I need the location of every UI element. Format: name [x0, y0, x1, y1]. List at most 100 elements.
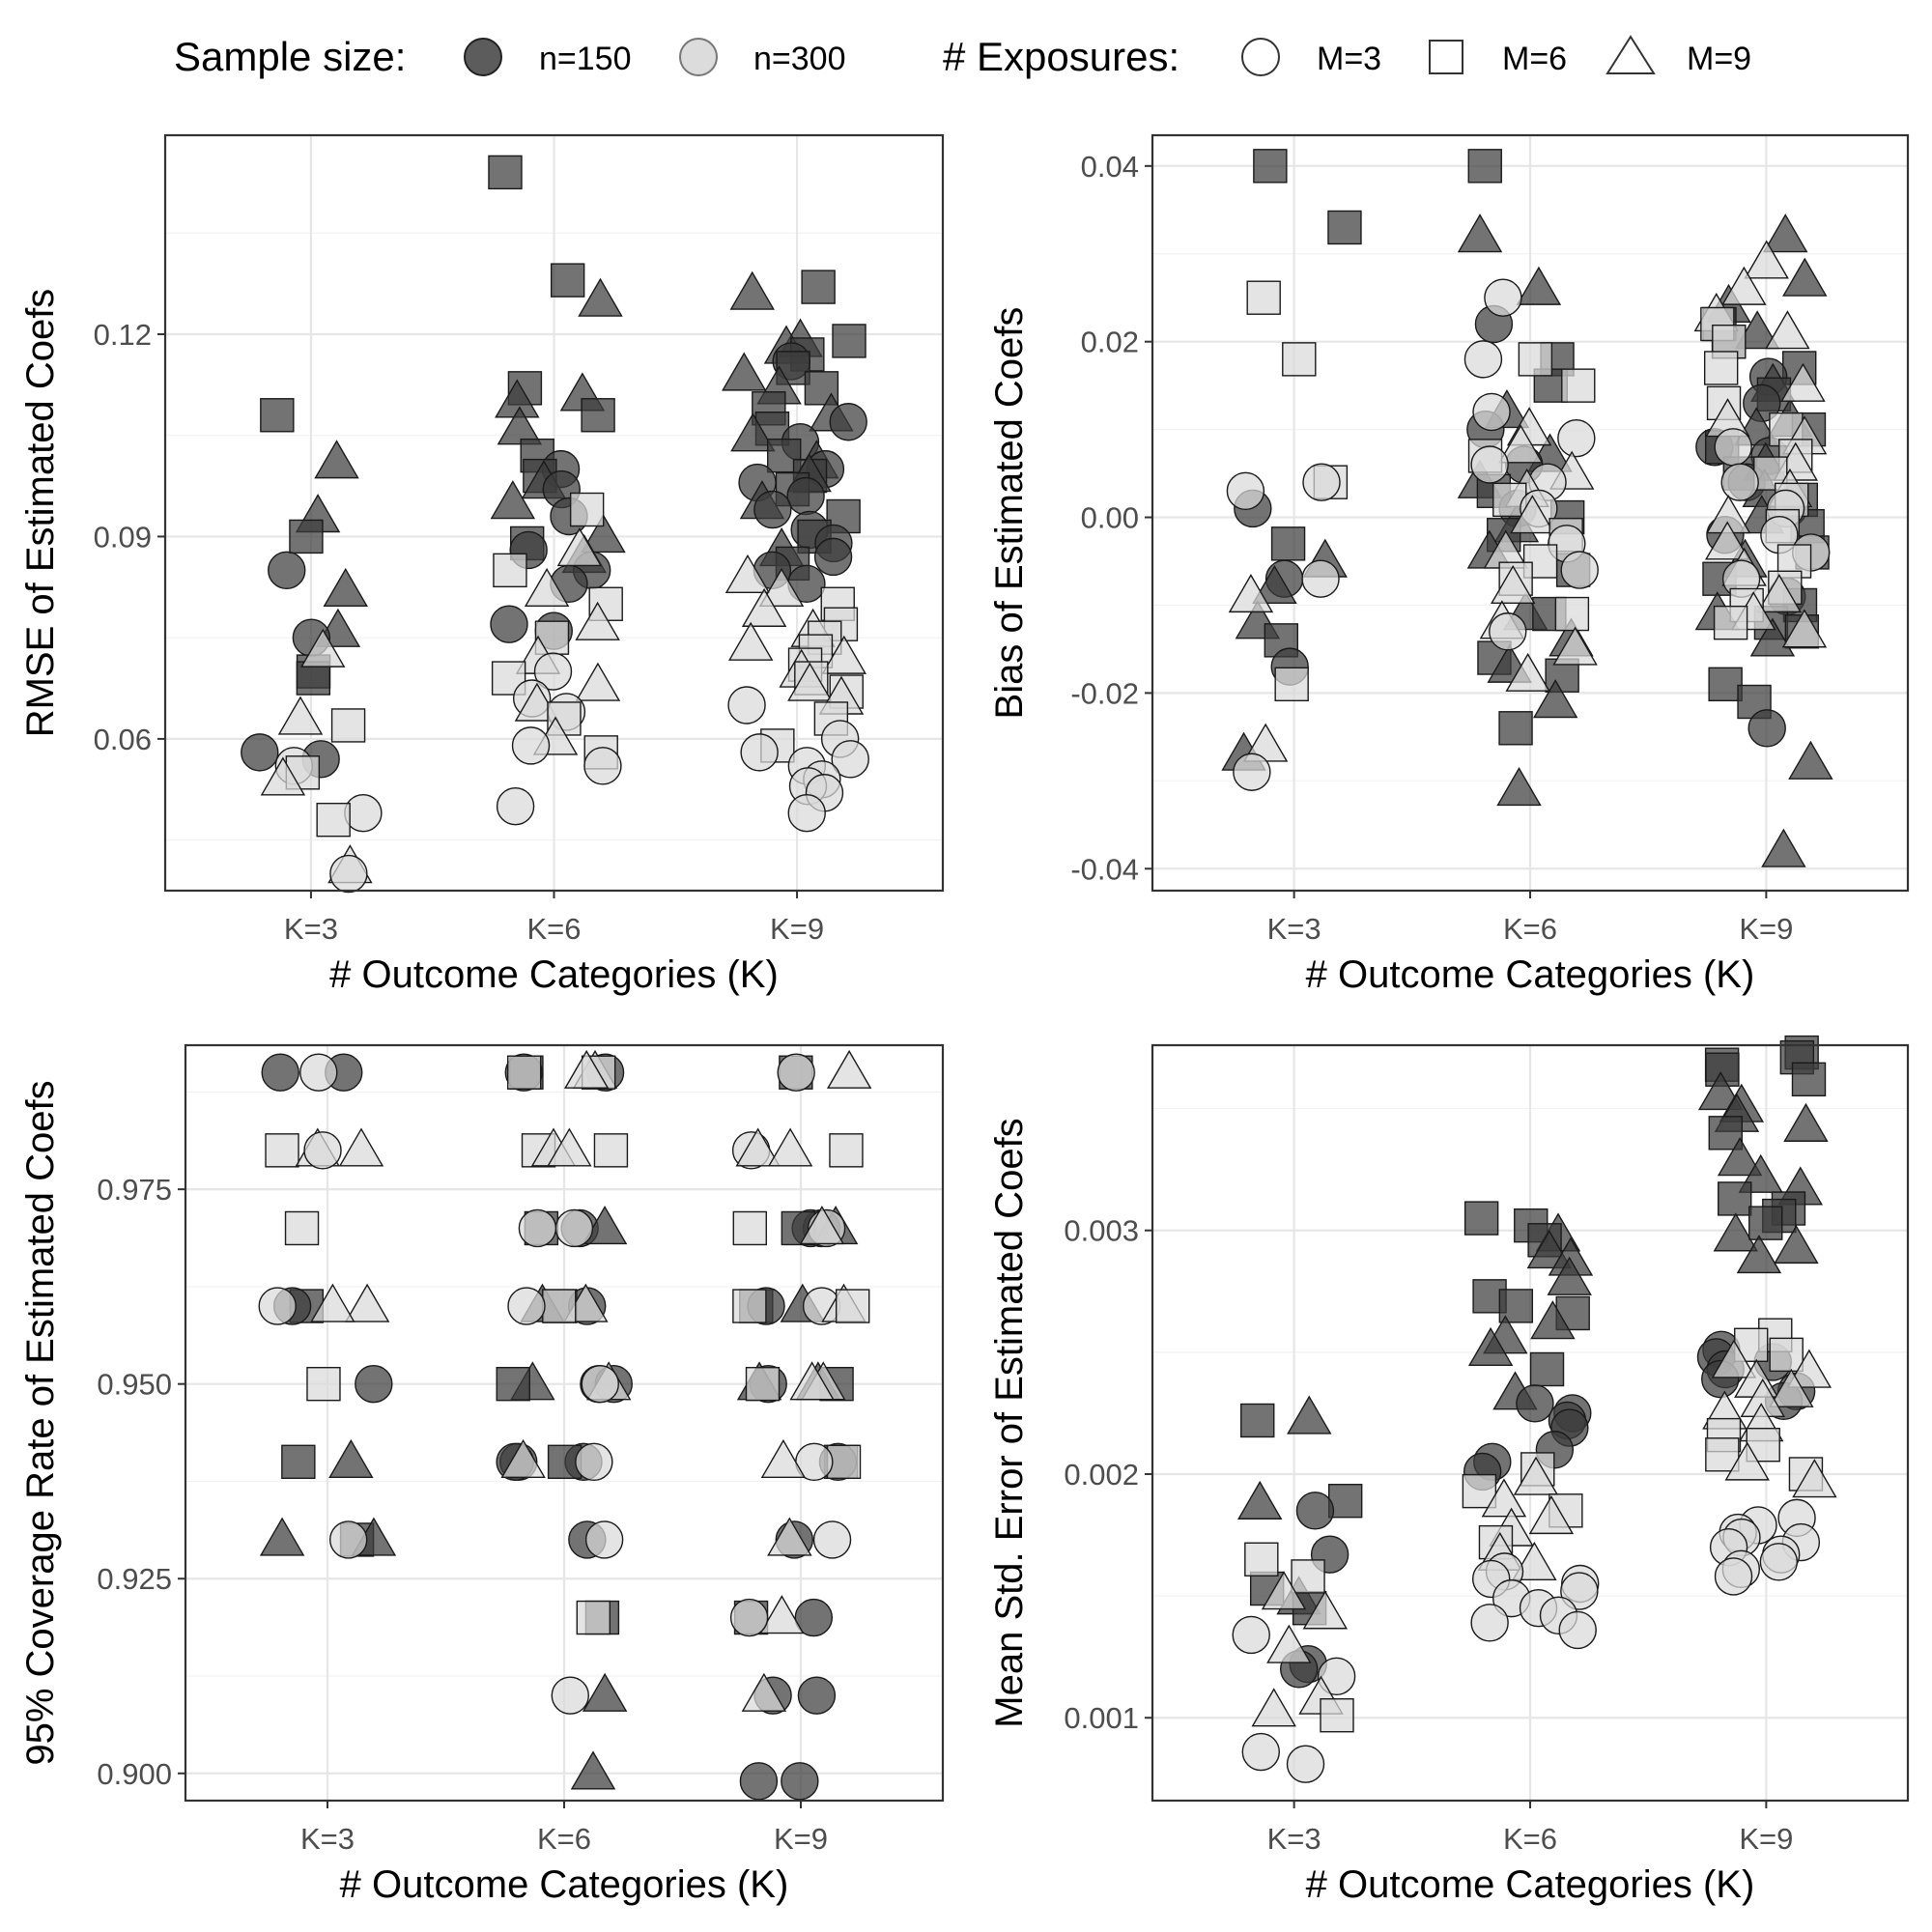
y-tick-label: 0.900 [97, 1757, 172, 1791]
data-point-triangle [1552, 626, 1598, 666]
data-point-triangle [758, 567, 805, 607]
data-point-triangle [338, 1127, 384, 1167]
y-axis-title: Mean Std. Error of Estimated Coefs [988, 1118, 1031, 1727]
data-point-circle [786, 476, 825, 516]
data-point-triangle [1530, 1300, 1576, 1340]
data-point-circle [584, 1520, 624, 1559]
data-point-triangle [1532, 679, 1578, 719]
data-point-triangle [1781, 609, 1828, 648]
data-point-triangle [787, 662, 833, 701]
data-point-circle [1472, 392, 1511, 432]
legend-m3-label: M=3 [1317, 41, 1381, 77]
data-point-triangle [1761, 828, 1806, 867]
data-point-triangle [1774, 1224, 1819, 1264]
panel-coverage: 0.900 0.925 0.950 0.975 K=3 K=6 K=9 # Outcome C… [19, 1043, 945, 1906]
data-point-square [576, 1600, 611, 1635]
data-point-circle [1241, 1732, 1280, 1772]
data-point-square [569, 492, 605, 527]
data-point-circle [299, 1053, 338, 1092]
data-point-circle [1302, 463, 1341, 501]
data-point-triangle [760, 1438, 807, 1479]
data-point-triangle [1505, 652, 1550, 692]
data-point-square [1244, 1542, 1279, 1577]
data-point-circle [781, 1762, 819, 1801]
data-point-circle [1759, 1543, 1799, 1581]
data-point-circle [518, 1208, 557, 1248]
data-point-circle [740, 733, 779, 772]
data-point-circle [1226, 471, 1265, 510]
data-point-triangle [1788, 740, 1833, 780]
data-point-square [260, 398, 295, 433]
data-point-circle [1484, 278, 1522, 317]
data-point-square [1467, 149, 1502, 184]
data-point-circle [739, 1762, 779, 1801]
data-point-square [1708, 667, 1743, 702]
y-tick-label: 0.975 [97, 1173, 172, 1207]
data-point-triangle [1769, 1368, 1814, 1407]
data-point-triangle [729, 270, 775, 310]
data-point-triangle [582, 1206, 628, 1245]
panel-stderr: 0.001 0.002 0.003 K=3 K=6 K=9 # Outcome Catego… [988, 1035, 1910, 1906]
data-point-triangle [1228, 573, 1274, 613]
data-point-triangle [500, 1438, 546, 1479]
data-point-triangle [1782, 257, 1828, 297]
legend-m9-triangle-icon [1605, 35, 1656, 74]
data-point-triangle [1711, 1339, 1757, 1378]
data-point-square [832, 324, 867, 358]
data-point-triangle [1704, 521, 1750, 560]
x-axis-title: # Outcome Categories (K) [1306, 1863, 1755, 1906]
data-point-square [330, 708, 366, 743]
data-point-triangle [581, 514, 626, 554]
data-point-square [306, 1366, 341, 1402]
data-point-square [1270, 526, 1306, 561]
data-point-triangle [1302, 1590, 1349, 1630]
data-point-triangle [1496, 767, 1542, 807]
data-point-triangle [524, 567, 570, 607]
data-point-triangle [799, 1206, 845, 1245]
legend-m9-label: M=9 [1687, 41, 1751, 77]
x-tick-label: K=9 [1739, 1822, 1793, 1856]
data-point-triangle [1498, 424, 1544, 464]
y-tick-label: 0.001 [1064, 1701, 1139, 1735]
data-point-triangle [1792, 1459, 1837, 1498]
x-axis-title: # Outcome Categories (K) [340, 1863, 789, 1906]
data-point-triangle [1236, 1480, 1283, 1520]
data-point-triangle [1736, 1235, 1782, 1274]
data-point-triangle [1516, 266, 1562, 305]
data-point-square [1753, 456, 1788, 491]
data-point-triangle [556, 527, 603, 567]
x-tick-label: K=3 [300, 1822, 355, 1856]
legend-exposure-title: # Exposures: [943, 34, 1179, 79]
data-point-circle [328, 1520, 368, 1559]
data-point-square [1561, 368, 1596, 403]
panel-border [1151, 133, 1910, 893]
x-axis-title: # Outcome Categories (K) [1306, 953, 1755, 996]
x-tick-label: K=9 [1739, 912, 1793, 946]
y-tick-label: -0.04 [1070, 852, 1139, 886]
data-point-circle [727, 686, 766, 724]
data-point-square [1327, 210, 1362, 245]
x-tick-label: K=3 [1267, 912, 1321, 946]
legend-n300-swatch [679, 38, 718, 76]
y-tick-label: 0.06 [94, 723, 152, 756]
panel-border [1151, 1043, 1910, 1803]
legend-m3-circle-icon [1241, 38, 1280, 76]
y-tick-label: 0.02 [1081, 326, 1139, 359]
data-point-square [801, 270, 836, 304]
data-point-triangle [1734, 310, 1780, 350]
data-point-circle [581, 1364, 619, 1404]
data-point-triangle [767, 1517, 812, 1556]
x-tick-label: K=6 [526, 912, 581, 946]
data-point-square [835, 1289, 870, 1323]
data-point-circle [812, 1520, 852, 1559]
legend-sample-title: Sample size: [174, 34, 406, 79]
data-point-triangle [741, 587, 787, 627]
data-point-circle [797, 1676, 837, 1715]
data-point-triangle [578, 277, 623, 317]
data-point-square [1713, 605, 1748, 640]
data-point-circle [1516, 1384, 1554, 1423]
data-point-triangle [1756, 573, 1803, 613]
data-point-square [1791, 1062, 1827, 1097]
data-point-square [265, 1133, 299, 1168]
x-tick-label: K=3 [284, 912, 338, 946]
